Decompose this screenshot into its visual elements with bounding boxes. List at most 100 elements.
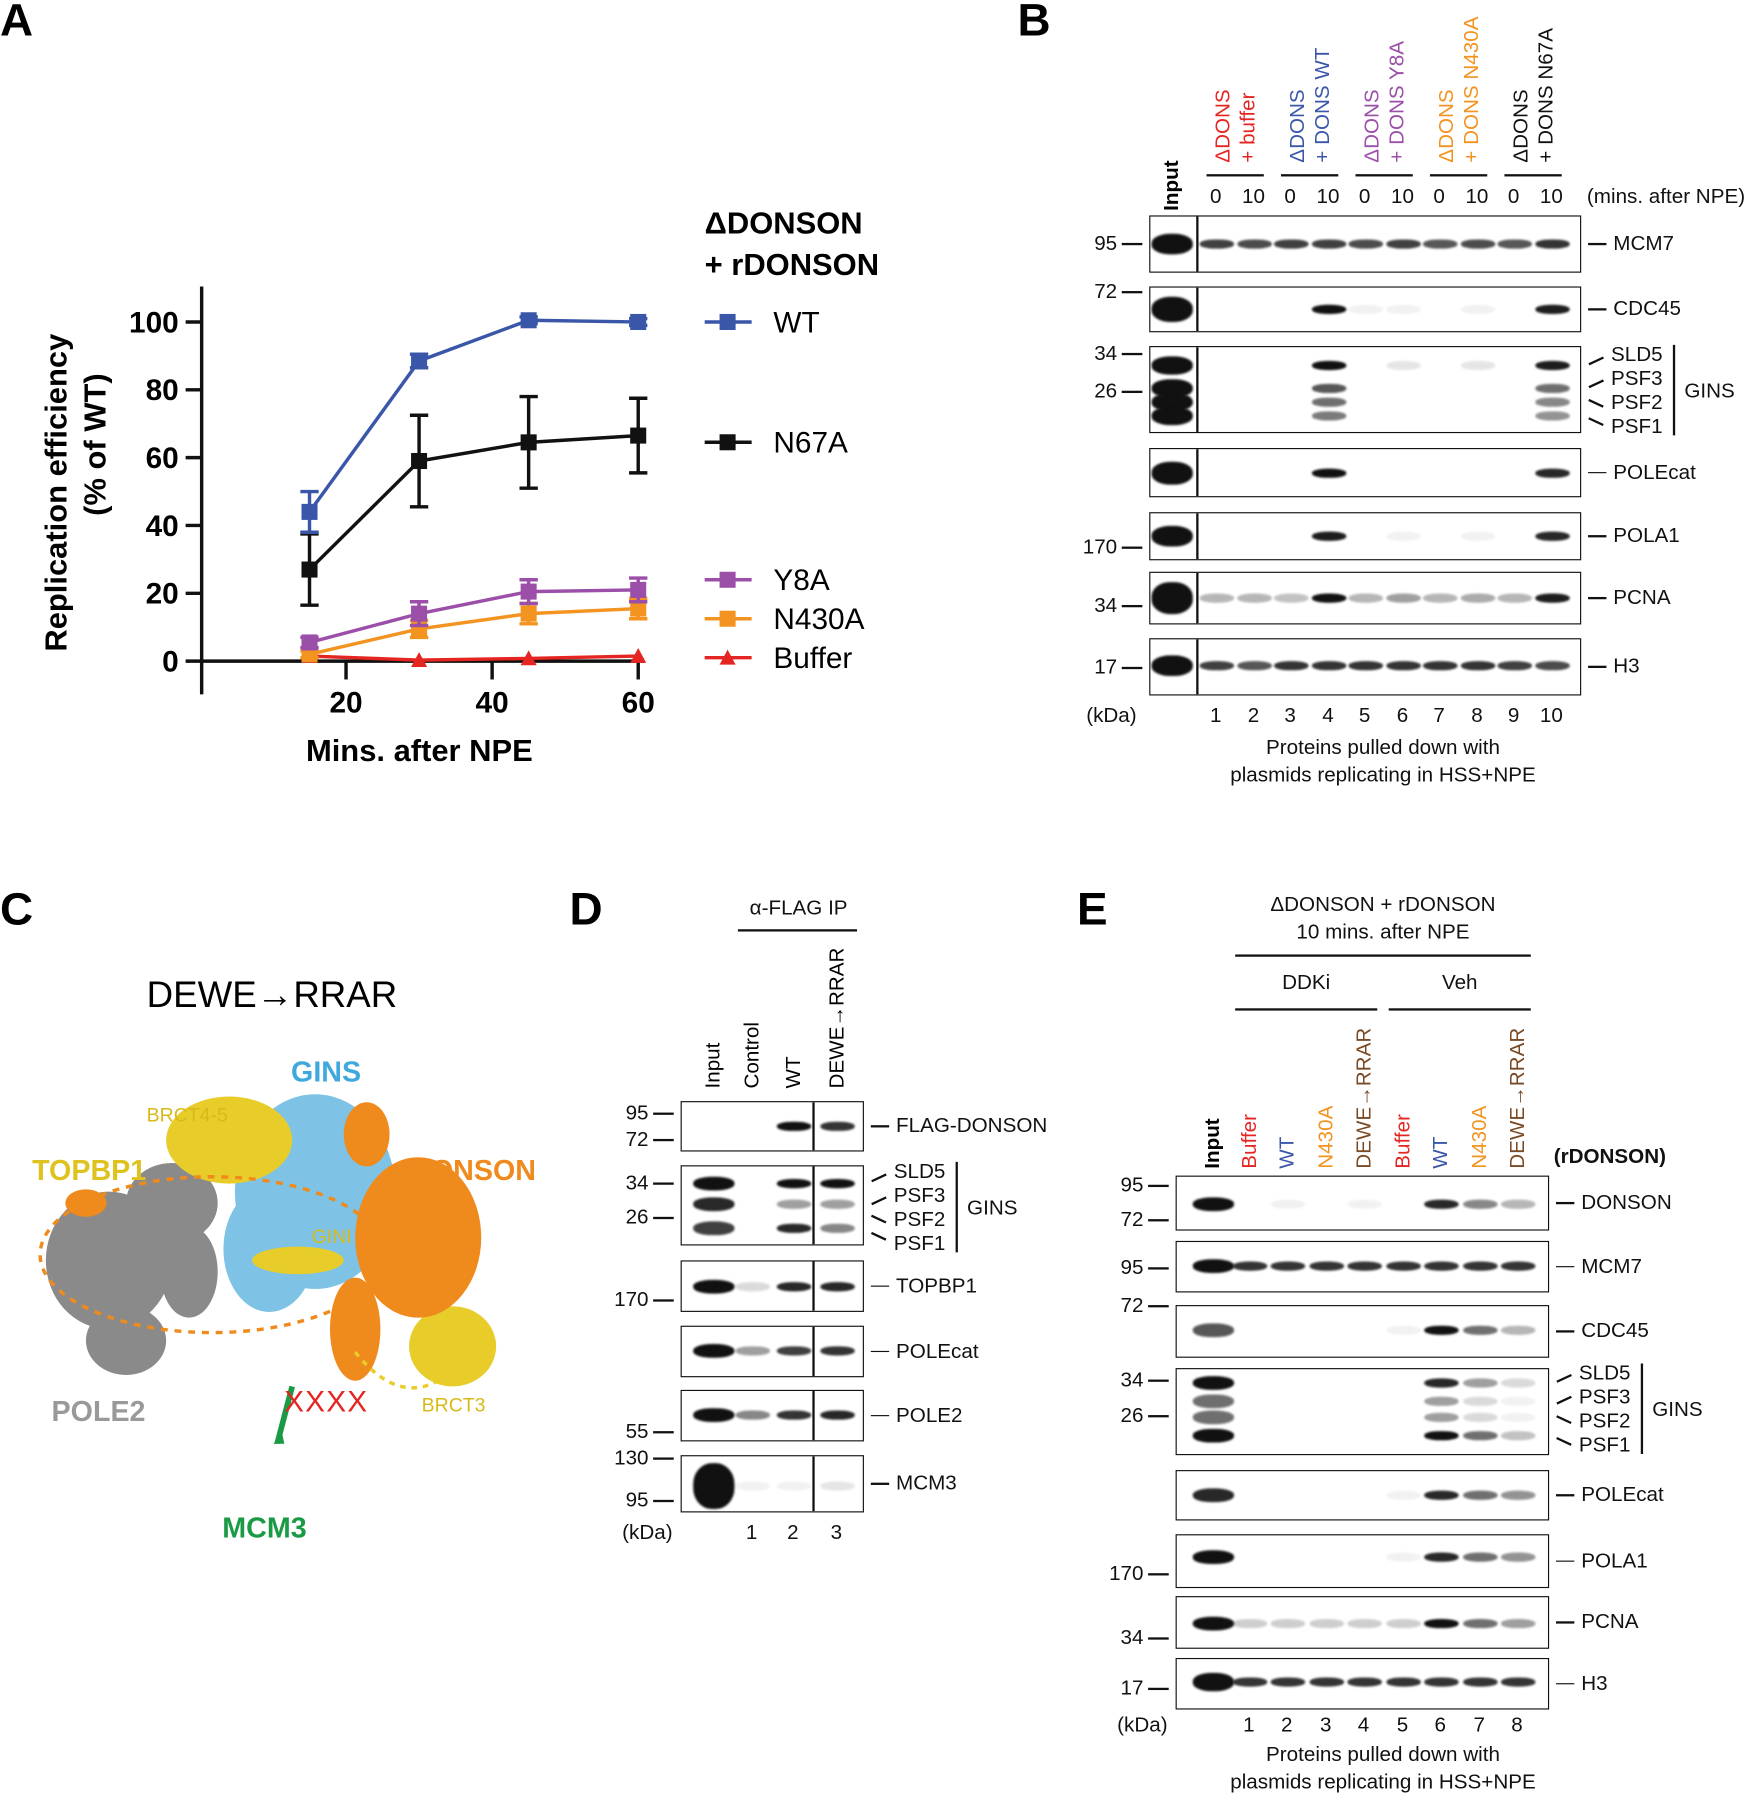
time-label: 10 xyxy=(1390,184,1414,208)
band xyxy=(776,1282,812,1292)
blot-mcm3 xyxy=(680,1455,864,1513)
band xyxy=(693,1221,735,1236)
band xyxy=(776,1199,812,1209)
x-tick-label: 60 xyxy=(622,687,655,720)
kda-label: (kDa) xyxy=(622,1520,673,1544)
band xyxy=(1463,1412,1498,1422)
data-point-WT xyxy=(520,312,537,329)
mw-tick xyxy=(1121,291,1143,293)
band xyxy=(776,1410,812,1420)
band xyxy=(1192,1550,1235,1565)
band xyxy=(693,1197,735,1212)
arrow-head-icon xyxy=(273,1432,285,1444)
topbp1-linker-dashed xyxy=(353,1350,448,1390)
time-label: 10 xyxy=(1242,184,1265,208)
protein-label-pcna: PCNA xyxy=(1613,585,1671,609)
blot-pola1 xyxy=(1175,1534,1550,1589)
kda-label: (kDa) xyxy=(1117,1712,1168,1736)
protein-label-psf2: PSF2 xyxy=(1610,390,1663,414)
protein-tick xyxy=(1588,417,1604,426)
data-point-N67A xyxy=(630,427,647,444)
donson-label: DONSON xyxy=(410,1154,536,1188)
lane-number: 2 xyxy=(1280,1712,1293,1736)
protein-label-mcm7: MCM7 xyxy=(1613,231,1675,255)
band xyxy=(1424,1412,1459,1422)
band xyxy=(1424,1378,1459,1388)
band xyxy=(820,1121,855,1131)
mw-tick xyxy=(653,1457,674,1460)
brct3-label: BRCT3 xyxy=(421,1394,486,1417)
protein-label-pcna: PCNA xyxy=(1581,1609,1639,1633)
group-underline xyxy=(1281,174,1339,176)
mw-marker: 95 xyxy=(1120,1255,1144,1279)
band xyxy=(820,1223,855,1233)
band xyxy=(1151,393,1193,412)
band xyxy=(1151,233,1193,255)
lane-number: 7 xyxy=(1433,703,1445,727)
lane-divider xyxy=(812,1166,815,1245)
lane-header-input: Input xyxy=(1200,1118,1224,1169)
group-label-variant: N430A xyxy=(1459,16,1483,80)
band xyxy=(1423,593,1458,603)
ip-label: α-FLAG IP xyxy=(749,896,848,919)
gins-label: GINS xyxy=(1684,378,1735,402)
band xyxy=(1500,1552,1536,1562)
mw-marker: 170 xyxy=(614,1287,649,1311)
protein-tick xyxy=(1588,379,1604,388)
protein-tick xyxy=(1588,596,1607,599)
kda-label: (kDa) xyxy=(1086,703,1137,727)
band xyxy=(1463,1325,1498,1335)
lane-number: 1 xyxy=(1243,1712,1255,1736)
series-line-Buffer xyxy=(309,654,639,662)
blot-gins xyxy=(1175,1368,1550,1456)
band xyxy=(1423,239,1458,249)
protein-tick xyxy=(1588,471,1607,474)
series-line-N430A xyxy=(309,606,639,657)
mw-marker: 34 xyxy=(1120,1625,1144,1649)
time-label: 10 xyxy=(1539,184,1563,208)
group-label-line1: ΔDONS xyxy=(1360,89,1383,163)
band xyxy=(1500,1412,1536,1422)
band xyxy=(1192,1376,1235,1390)
band xyxy=(1386,304,1421,314)
mw-marker: 34 xyxy=(1094,593,1118,617)
mw-tick xyxy=(1148,1415,1169,1417)
band xyxy=(1309,1261,1345,1271)
lane-header: Buffer xyxy=(1391,1114,1414,1169)
band xyxy=(735,1346,770,1356)
blot-donson xyxy=(1175,1175,1550,1231)
protein-tick xyxy=(1556,1415,1572,1424)
caption-line2: plasmids replicating in HSS+NPE xyxy=(1230,763,1536,787)
pole2-structure xyxy=(45,1162,218,1375)
protein-tick xyxy=(870,1482,890,1485)
protein-tick xyxy=(1555,1621,1575,1624)
mw-marker: 170 xyxy=(1109,1561,1144,1585)
data-point-N67A xyxy=(301,561,318,578)
band xyxy=(1151,379,1193,398)
legend-marker xyxy=(719,649,736,665)
caption-line1: Proteins pulled down with xyxy=(1266,1742,1500,1766)
band xyxy=(1460,360,1496,371)
data-point-Y8A xyxy=(301,634,318,651)
protein-tick xyxy=(1555,1494,1575,1496)
legend-title: ΔDONSON xyxy=(705,206,863,241)
mw-tick xyxy=(653,1299,674,1302)
lane-divider xyxy=(1196,287,1198,332)
panel-label-c: C xyxy=(0,884,34,935)
lane-header: Buffer xyxy=(1237,1114,1261,1169)
lane-number: 3 xyxy=(1284,703,1296,727)
mw-tick xyxy=(653,1216,674,1219)
ddki-underline xyxy=(1235,1008,1378,1011)
band xyxy=(1237,239,1272,249)
data-point-WT xyxy=(301,503,318,520)
lane-header: WT xyxy=(781,1056,805,1089)
y-axis-label-unit: (% of WT) xyxy=(77,373,112,516)
mw-marker: 72 xyxy=(1120,1293,1144,1317)
band xyxy=(1199,593,1235,603)
band xyxy=(1192,1259,1235,1273)
group-label-line2: + DONS N67A xyxy=(1534,28,1557,163)
protein-label-mcm3: MCM3 xyxy=(896,1471,957,1495)
protein-label-h3: H3 xyxy=(1613,654,1640,678)
band xyxy=(1192,1428,1235,1443)
mw-marker: 55 xyxy=(625,1419,649,1443)
